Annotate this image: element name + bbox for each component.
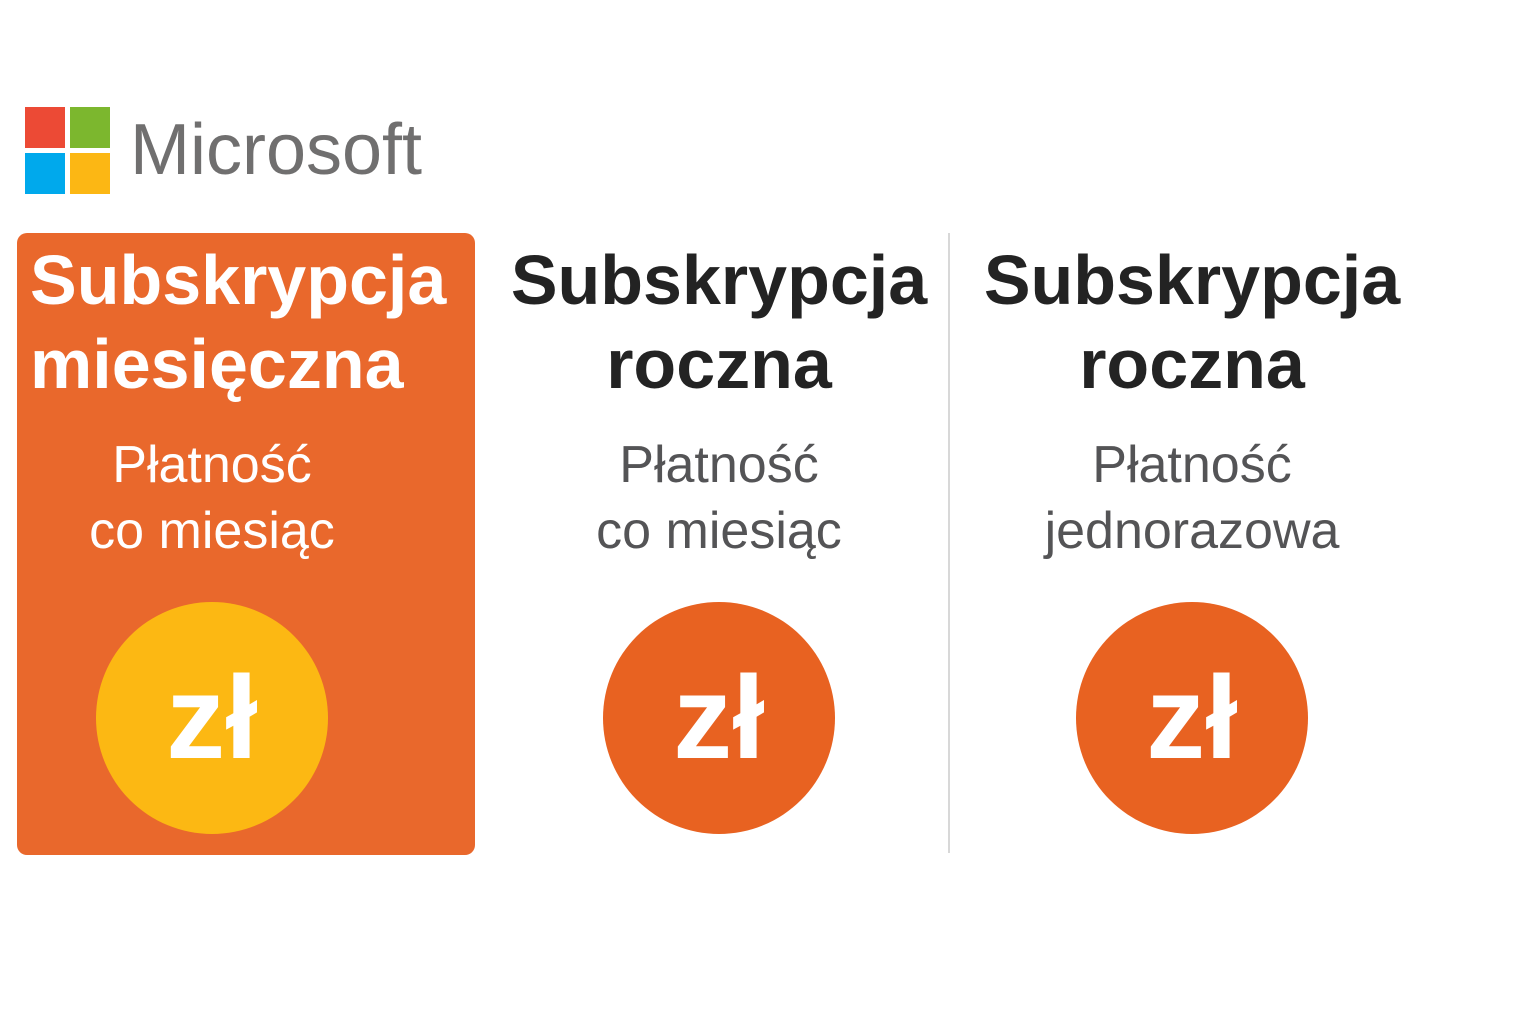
logo-yellow-square-icon xyxy=(70,153,110,194)
plan-subtitle-line-2: jednorazowa xyxy=(1044,502,1340,560)
plan-subtitle-line-1: Płatność xyxy=(1092,436,1292,494)
plan-subtitle-line-1: Płatność xyxy=(619,436,819,494)
plan-subtitle: Płatność co miesiąc xyxy=(490,432,948,564)
plan-title-line-1: Subskrypcja xyxy=(510,241,928,319)
zloty-symbol: zł xyxy=(673,652,765,784)
zloty-badge-icon: zł xyxy=(1076,602,1308,834)
plan-subtitle: Płatność co miesiąc xyxy=(0,432,441,564)
plan-title-line-1: Subskrypcja xyxy=(30,241,447,319)
plan-subtitle-line-2: co miesiąc xyxy=(596,502,842,560)
plan-card-annual-onetime-payment: Subskrypcja roczna Płatność jednorazowa … xyxy=(963,233,1421,855)
logo-green-square-icon xyxy=(70,107,110,148)
zloty-symbol: zł xyxy=(166,652,258,784)
plan-title: Subskrypcja roczna xyxy=(963,238,1421,406)
microsoft-wordmark: Microsoft xyxy=(130,110,423,190)
plan-card-monthly-subscription: Subskrypcja miesięczna Płatność co miesi… xyxy=(17,233,475,855)
column-divider xyxy=(948,233,950,853)
plan-title-line-2: roczna xyxy=(606,325,832,403)
zloty-symbol: zł xyxy=(1146,652,1238,784)
logo-blue-square-icon xyxy=(25,153,65,194)
plan-card-annual-monthly-payment: Subskrypcja roczna Płatność co miesiąc z… xyxy=(490,233,948,855)
zloty-badge-icon: zł xyxy=(603,602,835,834)
plan-title-line-2: roczna xyxy=(1079,325,1305,403)
microsoft-logo-squares-icon xyxy=(25,107,110,194)
zloty-badge-icon: zł xyxy=(96,602,328,834)
plan-title: Subskrypcja roczna xyxy=(490,238,948,406)
plan-subtitle-line-2: co miesiąc xyxy=(89,502,335,560)
plan-title: Subskrypcja miesięczna xyxy=(30,238,462,406)
plan-subtitle-line-1: Płatność xyxy=(112,436,312,494)
plan-title-line-1: Subskrypcja xyxy=(983,241,1401,319)
plan-title-line-2: miesięczna xyxy=(30,325,404,403)
plan-subtitle: Płatność jednorazowa xyxy=(963,432,1421,564)
logo-red-square-icon xyxy=(25,107,65,148)
